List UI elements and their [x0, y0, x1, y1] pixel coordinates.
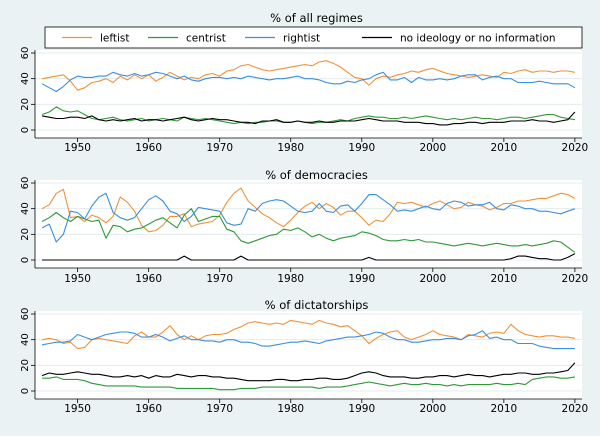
panel-title: % of democracies [265, 168, 368, 182]
plot-area [35, 180, 582, 268]
x-tick-label: 1970 [206, 273, 233, 285]
y-tick-label: 60 [20, 47, 31, 60]
panel-title: % of all regimes [270, 11, 363, 25]
y-tick-label: 40 [20, 333, 31, 346]
x-tick-label: 1990 [348, 403, 375, 415]
x-tick-label: 1980 [277, 273, 304, 285]
x-tick-label: 1970 [206, 142, 233, 154]
x-tick-label: 2010 [490, 142, 517, 154]
series-line-centrist [41, 208, 576, 253]
series-line-rightist [42, 330, 575, 350]
x-tick-label: 1970 [206, 403, 233, 415]
x-tick-label: 1960 [135, 403, 162, 415]
panel-of-dictatorships: % of dictatorships 0 20 40 60 1950 1960 1970 198… [20, 298, 588, 415]
legend-label-no-ideology-or-no-information: no ideology or no information [400, 33, 556, 45]
y-tick-label: 20 [20, 228, 31, 241]
legend-label-centrist: centrist [186, 33, 226, 45]
panel-of-democracies: % of democracies 0 20 40 60 1950 1960 1970 1980 1… [20, 168, 588, 285]
x-tick-label: 2020 [562, 273, 589, 285]
legend-label-leftist: leftist [100, 33, 130, 45]
y-tick-label: 20 [20, 359, 31, 372]
legend-box [44, 26, 583, 49]
y-tick-label: 0 [20, 127, 31, 133]
series-line-centrist [42, 376, 575, 391]
x-tick-label: 2000 [419, 273, 446, 285]
x-tick-label: 1960 [135, 142, 162, 154]
series-line-no-ideology-or-no-information [42, 253, 576, 261]
x-tick-label: 2010 [490, 403, 517, 415]
x-tick-label: 2000 [419, 403, 446, 415]
y-tick-label: 40 [20, 72, 31, 85]
y-tick-label: 0 [20, 257, 31, 263]
x-tick-label: 2020 [562, 403, 589, 415]
x-tick-label: 1950 [64, 142, 91, 154]
x-tick-label: 1980 [277, 142, 304, 154]
x-tick-label: 1950 [64, 403, 91, 415]
series-line-no-ideology-or-no-information [42, 111, 576, 126]
x-tick-label: 2010 [490, 273, 517, 285]
legend: leftist centrist rightist no ideology or no… [44, 26, 583, 49]
series-line-no-ideology-or-no-information [41, 362, 576, 382]
y-tick-label: 20 [20, 98, 31, 111]
x-tick-label: 2000 [419, 142, 446, 154]
legend-label-rightist: rightist [283, 33, 320, 45]
series-line-centrist [41, 106, 575, 125]
x-tick-label: 2020 [562, 142, 589, 154]
series-line-rightist [41, 192, 576, 243]
series-line-rightist [41, 71, 576, 93]
panel-of-all-regimes: % of all regimes 0 20 40 60 1950 1960 1970 1980 1… [20, 11, 588, 154]
series-line-leftist [42, 60, 575, 91]
panel-title: % of dictatorships [265, 298, 369, 312]
x-tick-label: 1950 [64, 273, 91, 285]
x-tick-label: 1990 [348, 273, 375, 285]
y-tick-label: 60 [20, 308, 31, 321]
plot-area [35, 50, 582, 138]
x-tick-label: 1980 [277, 403, 304, 415]
y-tick-label: 60 [20, 177, 31, 190]
series-line-leftist [41, 187, 576, 233]
x-tick-label: 1990 [348, 142, 375, 154]
y-tick-label: 40 [20, 202, 31, 215]
y-tick-label: 0 [20, 388, 31, 394]
x-tick-label: 1960 [135, 273, 162, 285]
